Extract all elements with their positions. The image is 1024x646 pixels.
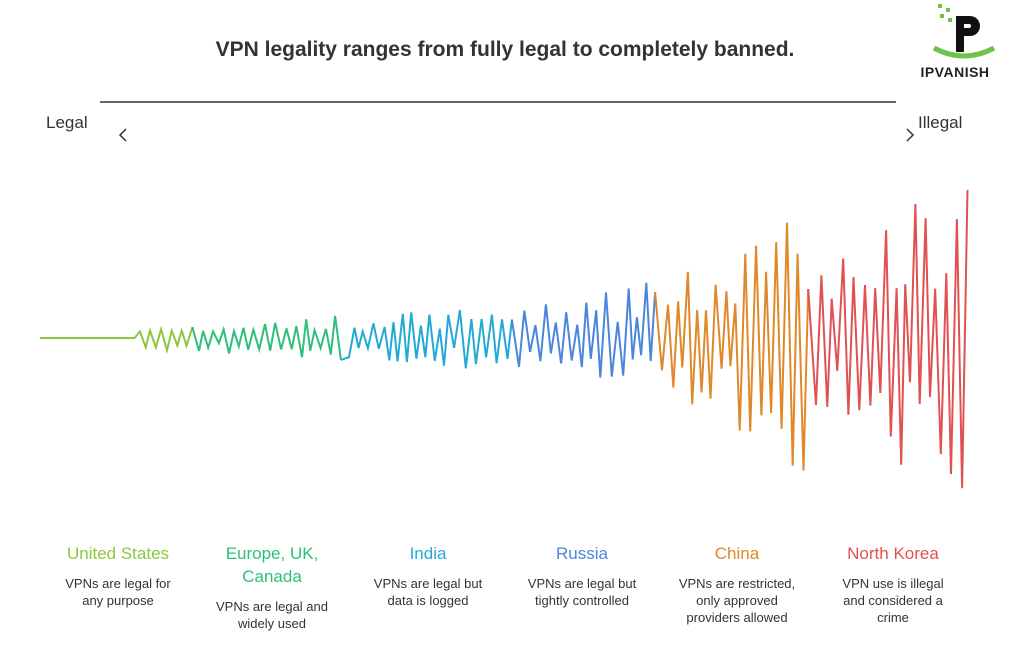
region-description: VPN use is illegal and considered a crim… [842, 576, 944, 625]
logo-icon [932, 4, 996, 59]
wave-segment [340, 310, 513, 369]
title: VPN legality ranges from fully legal to … [215, 38, 795, 61]
region-description: VPNs are restricted, only approved provi… [678, 576, 796, 625]
wave-segment [654, 222, 810, 471]
region-description: VPNs are legal for any purpose [65, 576, 171, 608]
region-description: VPNs are legal but tightly controlled [527, 576, 637, 608]
logo-text: IPVANISH [920, 64, 990, 80]
region-name: Europe, UK, Canada [225, 544, 319, 586]
region-name: India [409, 544, 447, 563]
region-description: VPNs are legal and widely used [215, 599, 328, 631]
wave-segment [807, 190, 969, 489]
region: United States VPNs are legal for any purp… [43, 542, 193, 609]
region-name: Russia [556, 544, 608, 563]
wave-segment [510, 282, 657, 378]
right-arrow [906, 128, 915, 142]
scale-left: Legal [46, 113, 88, 132]
region: Europe, UK, Canada VPNs are legal and wid… [197, 542, 347, 632]
region: North Korea VPN use is illegal and consid… [818, 542, 968, 626]
wave-segment [40, 325, 194, 355]
scale-right: Illegal [918, 113, 963, 132]
region: India VPNs are legal but data is logged [353, 542, 503, 609]
left-arrow [118, 128, 127, 142]
region: China VPNs are restricted, only approved … [662, 542, 812, 626]
region-description: VPNs are legal but data is logged [373, 576, 483, 608]
region-name: United States [66, 544, 170, 563]
wave-segment [191, 315, 342, 361]
region-name: North Korea [847, 544, 939, 563]
region: Russia VPNs are legal but tightly control… [507, 542, 657, 609]
region-name: China [714, 544, 760, 563]
